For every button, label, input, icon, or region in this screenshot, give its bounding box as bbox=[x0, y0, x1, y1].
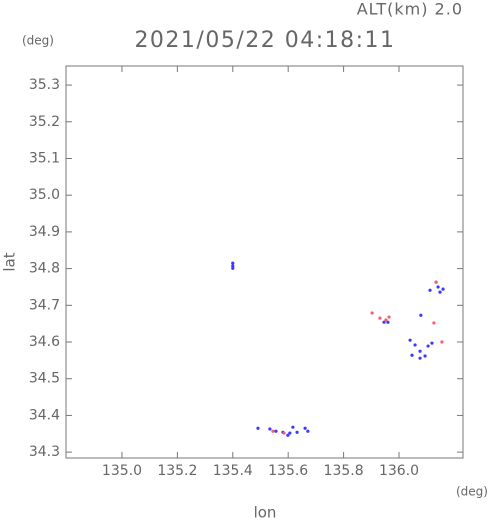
x-tick-label: 135.4 bbox=[213, 463, 253, 479]
echo-point bbox=[384, 318, 388, 322]
y-tick-label: 34.4 bbox=[29, 407, 60, 423]
echo-point bbox=[295, 430, 299, 434]
echo-point bbox=[370, 311, 374, 315]
y-unit: (deg) bbox=[22, 34, 54, 48]
echo-point bbox=[282, 431, 286, 435]
y-tick-label: 35.2 bbox=[29, 114, 60, 130]
x-tick-label: 135.0 bbox=[102, 463, 142, 479]
plot-frame bbox=[65, 65, 464, 459]
echo-point bbox=[418, 349, 422, 353]
y-tick-label: 34.5 bbox=[29, 371, 60, 387]
echo-point bbox=[271, 429, 275, 433]
echo-point bbox=[428, 288, 432, 292]
y-tick-label: 35.3 bbox=[29, 77, 60, 93]
echo-point bbox=[434, 280, 438, 284]
x-axis-label: lon bbox=[254, 504, 277, 522]
echo-point bbox=[426, 344, 430, 348]
echo-point bbox=[413, 343, 417, 347]
x-tick-label: 135.8 bbox=[324, 463, 364, 479]
echo-point bbox=[306, 429, 310, 433]
echo-point bbox=[410, 353, 414, 357]
echo-point bbox=[432, 321, 436, 325]
echo-point bbox=[268, 427, 272, 431]
echo-point bbox=[231, 264, 235, 268]
y-tick-label: 35.1 bbox=[29, 150, 60, 166]
echo-point bbox=[419, 313, 423, 317]
y-tick-label: 34.9 bbox=[29, 224, 60, 240]
echo-point bbox=[231, 261, 235, 265]
echo-point bbox=[438, 290, 442, 294]
x-tick-label: 135.2 bbox=[157, 463, 197, 479]
echo-point bbox=[408, 338, 412, 342]
echo-point bbox=[291, 425, 295, 429]
echo-point bbox=[378, 316, 382, 320]
echo-point bbox=[286, 433, 290, 437]
echo-point bbox=[274, 429, 278, 433]
x-unit: (deg) bbox=[456, 485, 488, 499]
x-tick-label: 135.6 bbox=[268, 463, 308, 479]
echo-point bbox=[423, 354, 427, 358]
echo-point bbox=[386, 320, 390, 324]
echo-point bbox=[440, 340, 444, 344]
echo-point bbox=[430, 341, 434, 345]
annotation: ALT(km) 2.0 bbox=[357, 0, 463, 19]
y-tick-label: 34.3 bbox=[29, 444, 60, 460]
chart-title: 2021/05/22 04:18:11 bbox=[134, 28, 395, 53]
echo-point bbox=[436, 285, 440, 289]
x-tick-label: 136.0 bbox=[379, 463, 419, 479]
echo-point bbox=[231, 266, 235, 270]
echo-point bbox=[382, 320, 386, 324]
echo-point bbox=[303, 426, 307, 430]
y-tick-label: 34.8 bbox=[29, 261, 60, 277]
echo-point bbox=[256, 426, 260, 430]
y-tick-label: 34.6 bbox=[29, 334, 60, 350]
y-tick-label: 34.7 bbox=[29, 297, 60, 313]
y-tick-label: 35.0 bbox=[29, 187, 60, 203]
echo-point bbox=[387, 315, 391, 319]
echo-point bbox=[418, 356, 422, 360]
y-axis-label: lat bbox=[1, 252, 19, 271]
echo-point bbox=[288, 431, 292, 435]
echo-point bbox=[441, 287, 445, 291]
